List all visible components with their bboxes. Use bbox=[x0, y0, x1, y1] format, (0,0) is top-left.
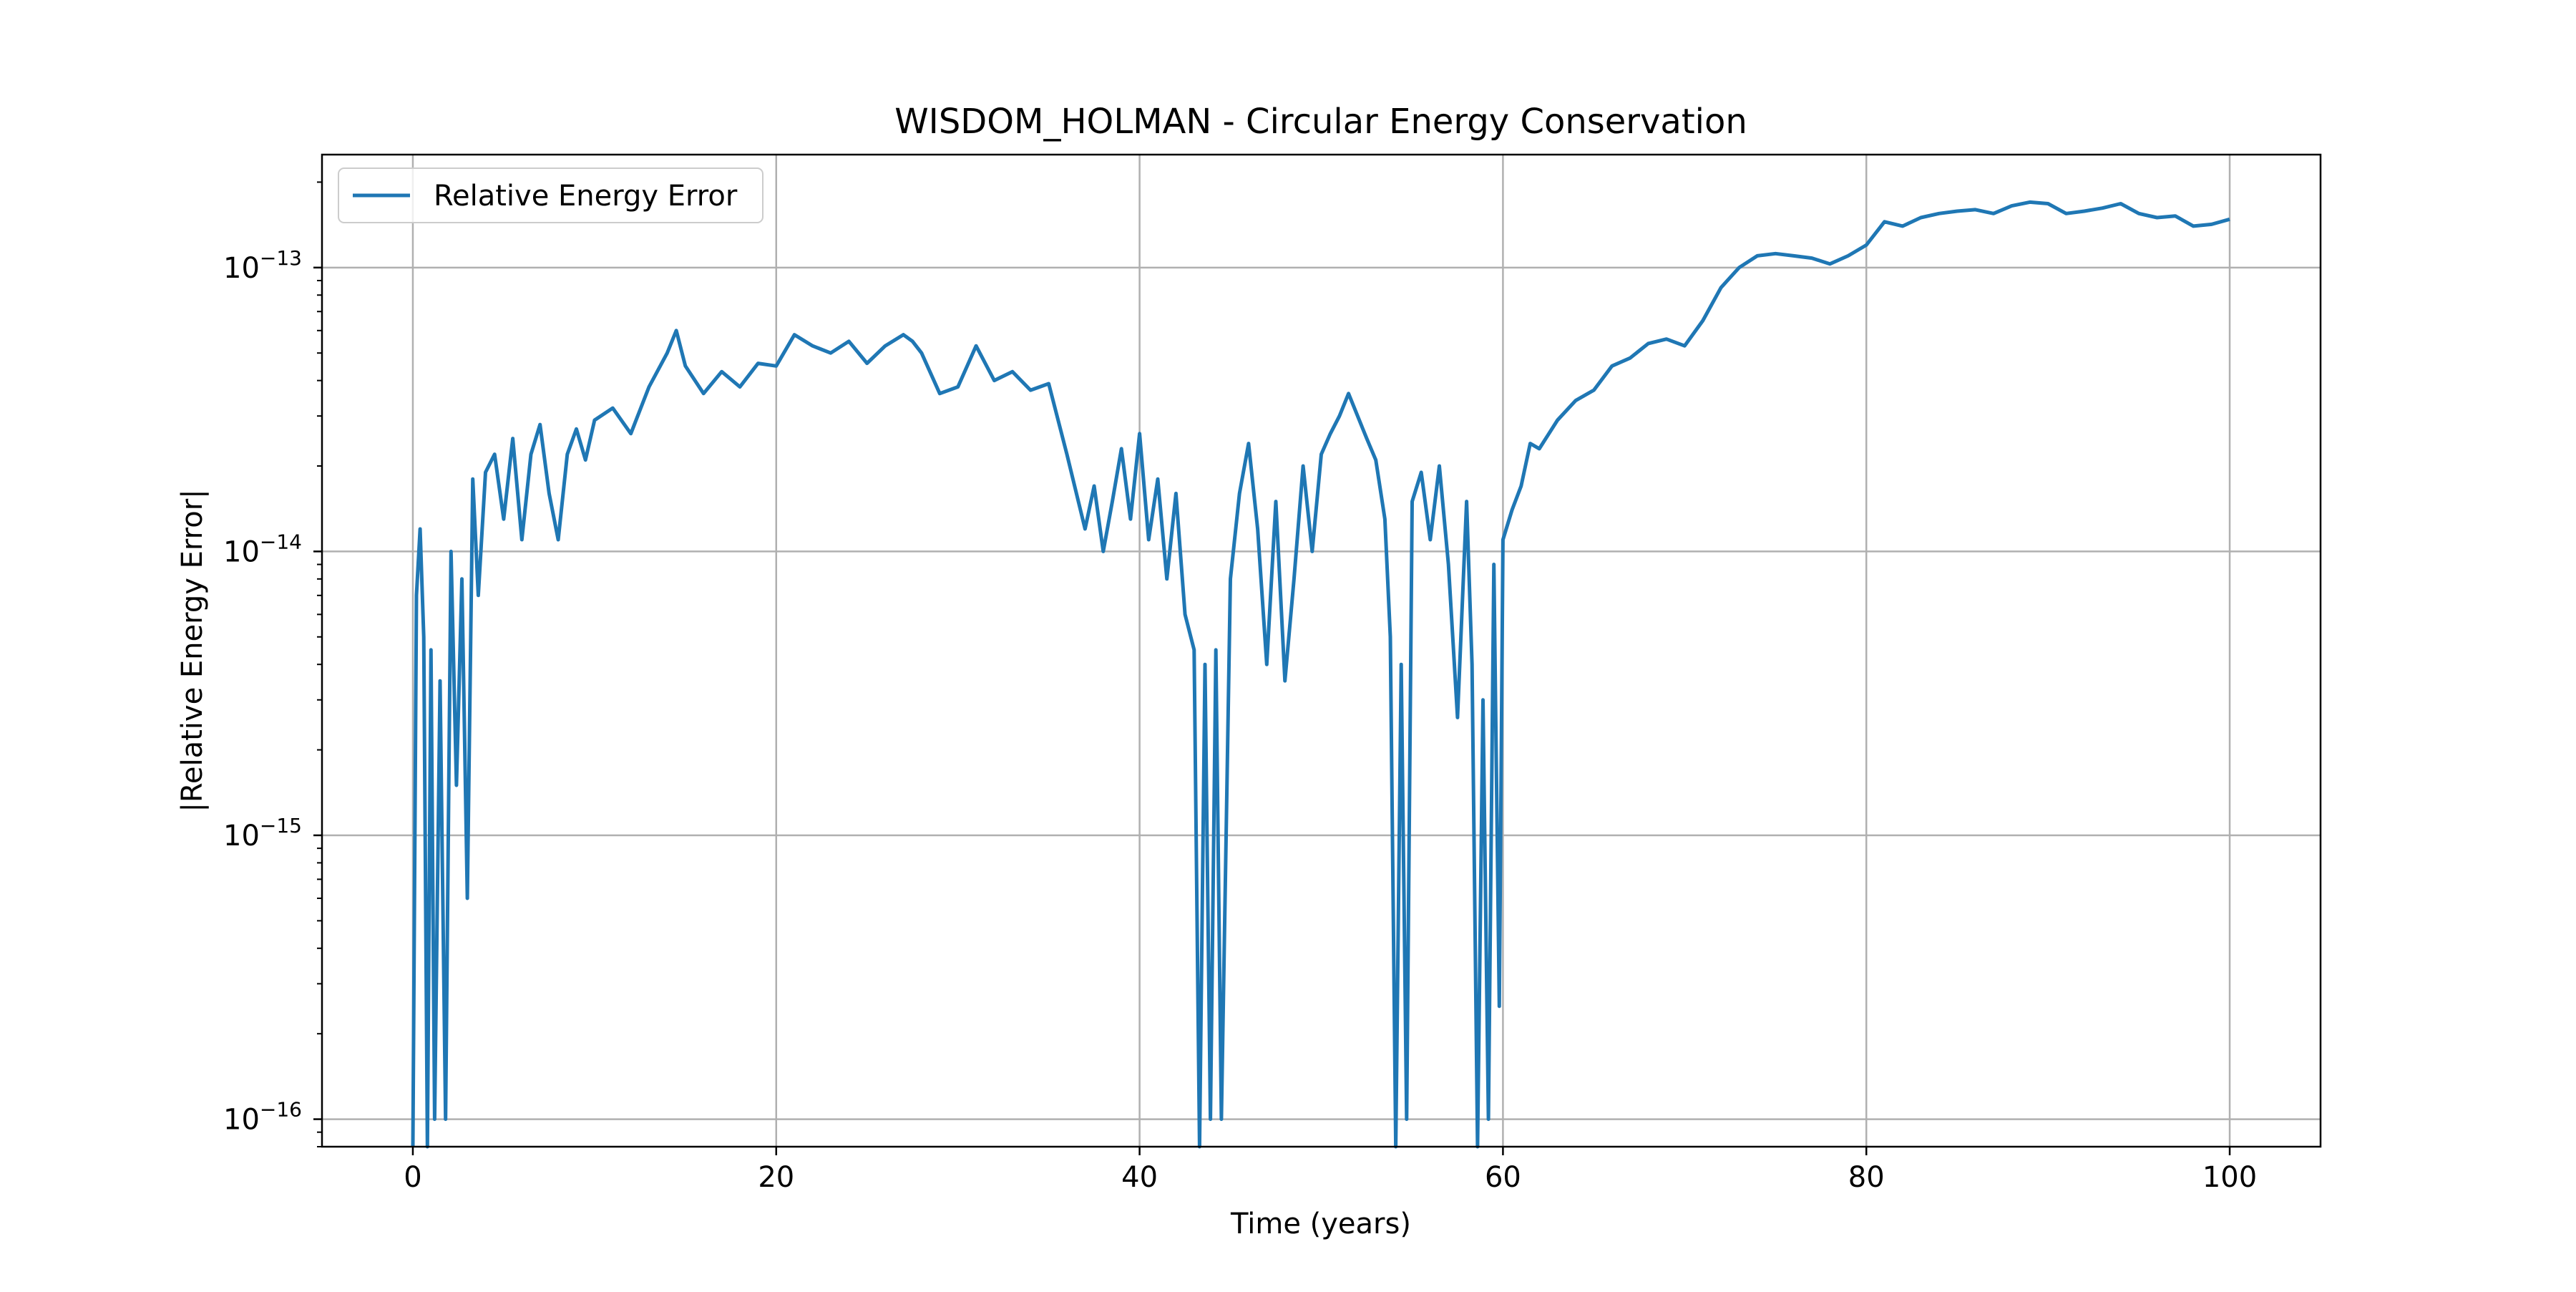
chart-title: WISDOM_HOLMAN - Circular Energy Conserva… bbox=[894, 102, 1747, 142]
legend-label: Relative Energy Error bbox=[434, 180, 738, 213]
y-tick-label-base: 10 bbox=[223, 1104, 260, 1137]
y-tick-label-base: 10 bbox=[223, 252, 260, 285]
series-layer bbox=[411, 200, 2230, 1149]
grid-lines bbox=[322, 155, 2321, 1147]
x-tick-label-1: 20 bbox=[758, 1161, 794, 1194]
x-axis-label: Time (years) bbox=[1230, 1208, 1411, 1240]
x-tick-label-3: 60 bbox=[1485, 1161, 1521, 1194]
y-tick-label-0: 10−16 bbox=[223, 1098, 302, 1137]
plot-background bbox=[322, 155, 2321, 1147]
y-tick-label-exponent: −13 bbox=[260, 246, 302, 270]
x-tick-label-5: 100 bbox=[2202, 1161, 2257, 1194]
y-tick-label-base: 10 bbox=[223, 820, 260, 853]
y-tick-label-1: 10−15 bbox=[223, 814, 302, 853]
x-tick-label-4: 80 bbox=[1848, 1161, 1885, 1194]
y-tick-label-3: 10−13 bbox=[223, 246, 302, 285]
y-tick-label-base: 10 bbox=[223, 535, 260, 568]
x-tick-label-2: 40 bbox=[1121, 1161, 1158, 1194]
series-line-0 bbox=[411, 200, 2230, 1149]
plot-frame bbox=[321, 153, 2322, 1148]
y-axis-label: |Relative Energy Error| bbox=[176, 489, 209, 812]
y-tick-label-2: 10−14 bbox=[223, 530, 302, 568]
y-tick-label-exponent: −15 bbox=[260, 814, 302, 837]
y-tick-label-exponent: −16 bbox=[260, 1098, 302, 1122]
legend: Relative Energy Error bbox=[338, 167, 763, 223]
y-tick-label-exponent: −14 bbox=[260, 530, 302, 553]
legend-box bbox=[338, 167, 763, 223]
x-tick-label-0: 0 bbox=[404, 1161, 421, 1194]
